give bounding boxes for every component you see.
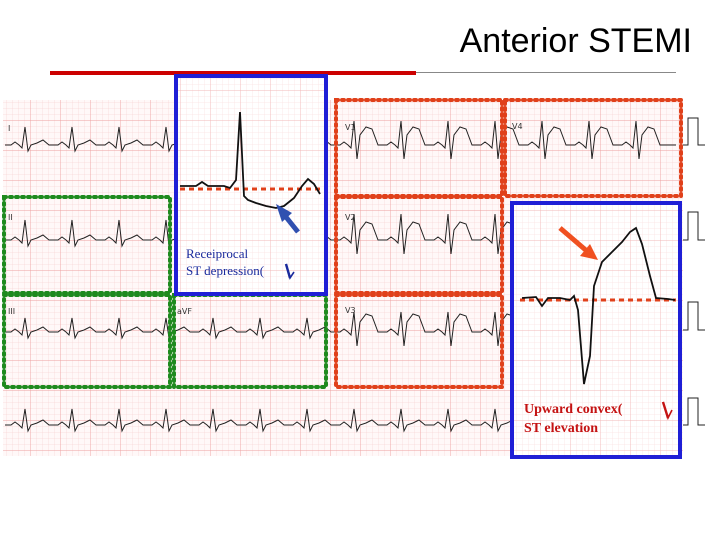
lead-label-iii: III — [8, 307, 15, 316]
highlight-box-v2 — [334, 195, 504, 295]
calibration-pulse-3 — [683, 301, 705, 331]
reciprocal-annotation-line1: Receiprocal — [186, 246, 249, 261]
title-underline-red — [50, 71, 416, 75]
arrowhead-elevation — [580, 244, 598, 260]
zoom-grid-elevation — [514, 205, 678, 455]
elevation-annotation-line1: Upward convex( — [524, 402, 623, 417]
title-underline-gray — [416, 72, 676, 73]
up-arrow-icon — [661, 401, 673, 421]
lead-label-v2: V2 — [345, 213, 356, 222]
arrow-elevation — [558, 226, 590, 254]
lead-label-v3: V3 — [345, 306, 356, 315]
calibration-pulse-4 — [683, 397, 705, 426]
zoom-trace-reciprocal — [180, 111, 321, 209]
highlight-box-ii — [2, 195, 172, 295]
elevation-annotation-line2: ST elevation — [524, 421, 599, 436]
calibration-pulse-2 — [683, 211, 705, 241]
lead-label-v4: V4 — [512, 122, 523, 131]
reciprocal-annotation: Receiprocal ST depression( — [186, 245, 264, 279]
lead-label-v1: V1 — [345, 123, 356, 132]
elevation-annotation: Upward convex( ST elevation — [524, 400, 622, 438]
lead-label-avf: aVF — [177, 307, 192, 316]
reciprocal-annotation-line2: ST depression( — [186, 263, 265, 278]
arrowhead-reciprocal — [276, 204, 292, 222]
zoom-trace-elevation — [521, 226, 676, 385]
zoom-grid-reciprocal — [178, 78, 324, 292]
lead-label-ii: II — [8, 213, 13, 222]
lead-label-i: I — [8, 124, 10, 133]
down-arrow-icon — [284, 263, 295, 280]
highlight-box-v3 — [334, 293, 504, 389]
slide-title: Anterior STEMI — [459, 22, 692, 60]
calibration-pulse-1 — [683, 117, 705, 146]
highlight-box-v4 — [503, 98, 683, 198]
highlight-box-iii — [2, 293, 172, 389]
